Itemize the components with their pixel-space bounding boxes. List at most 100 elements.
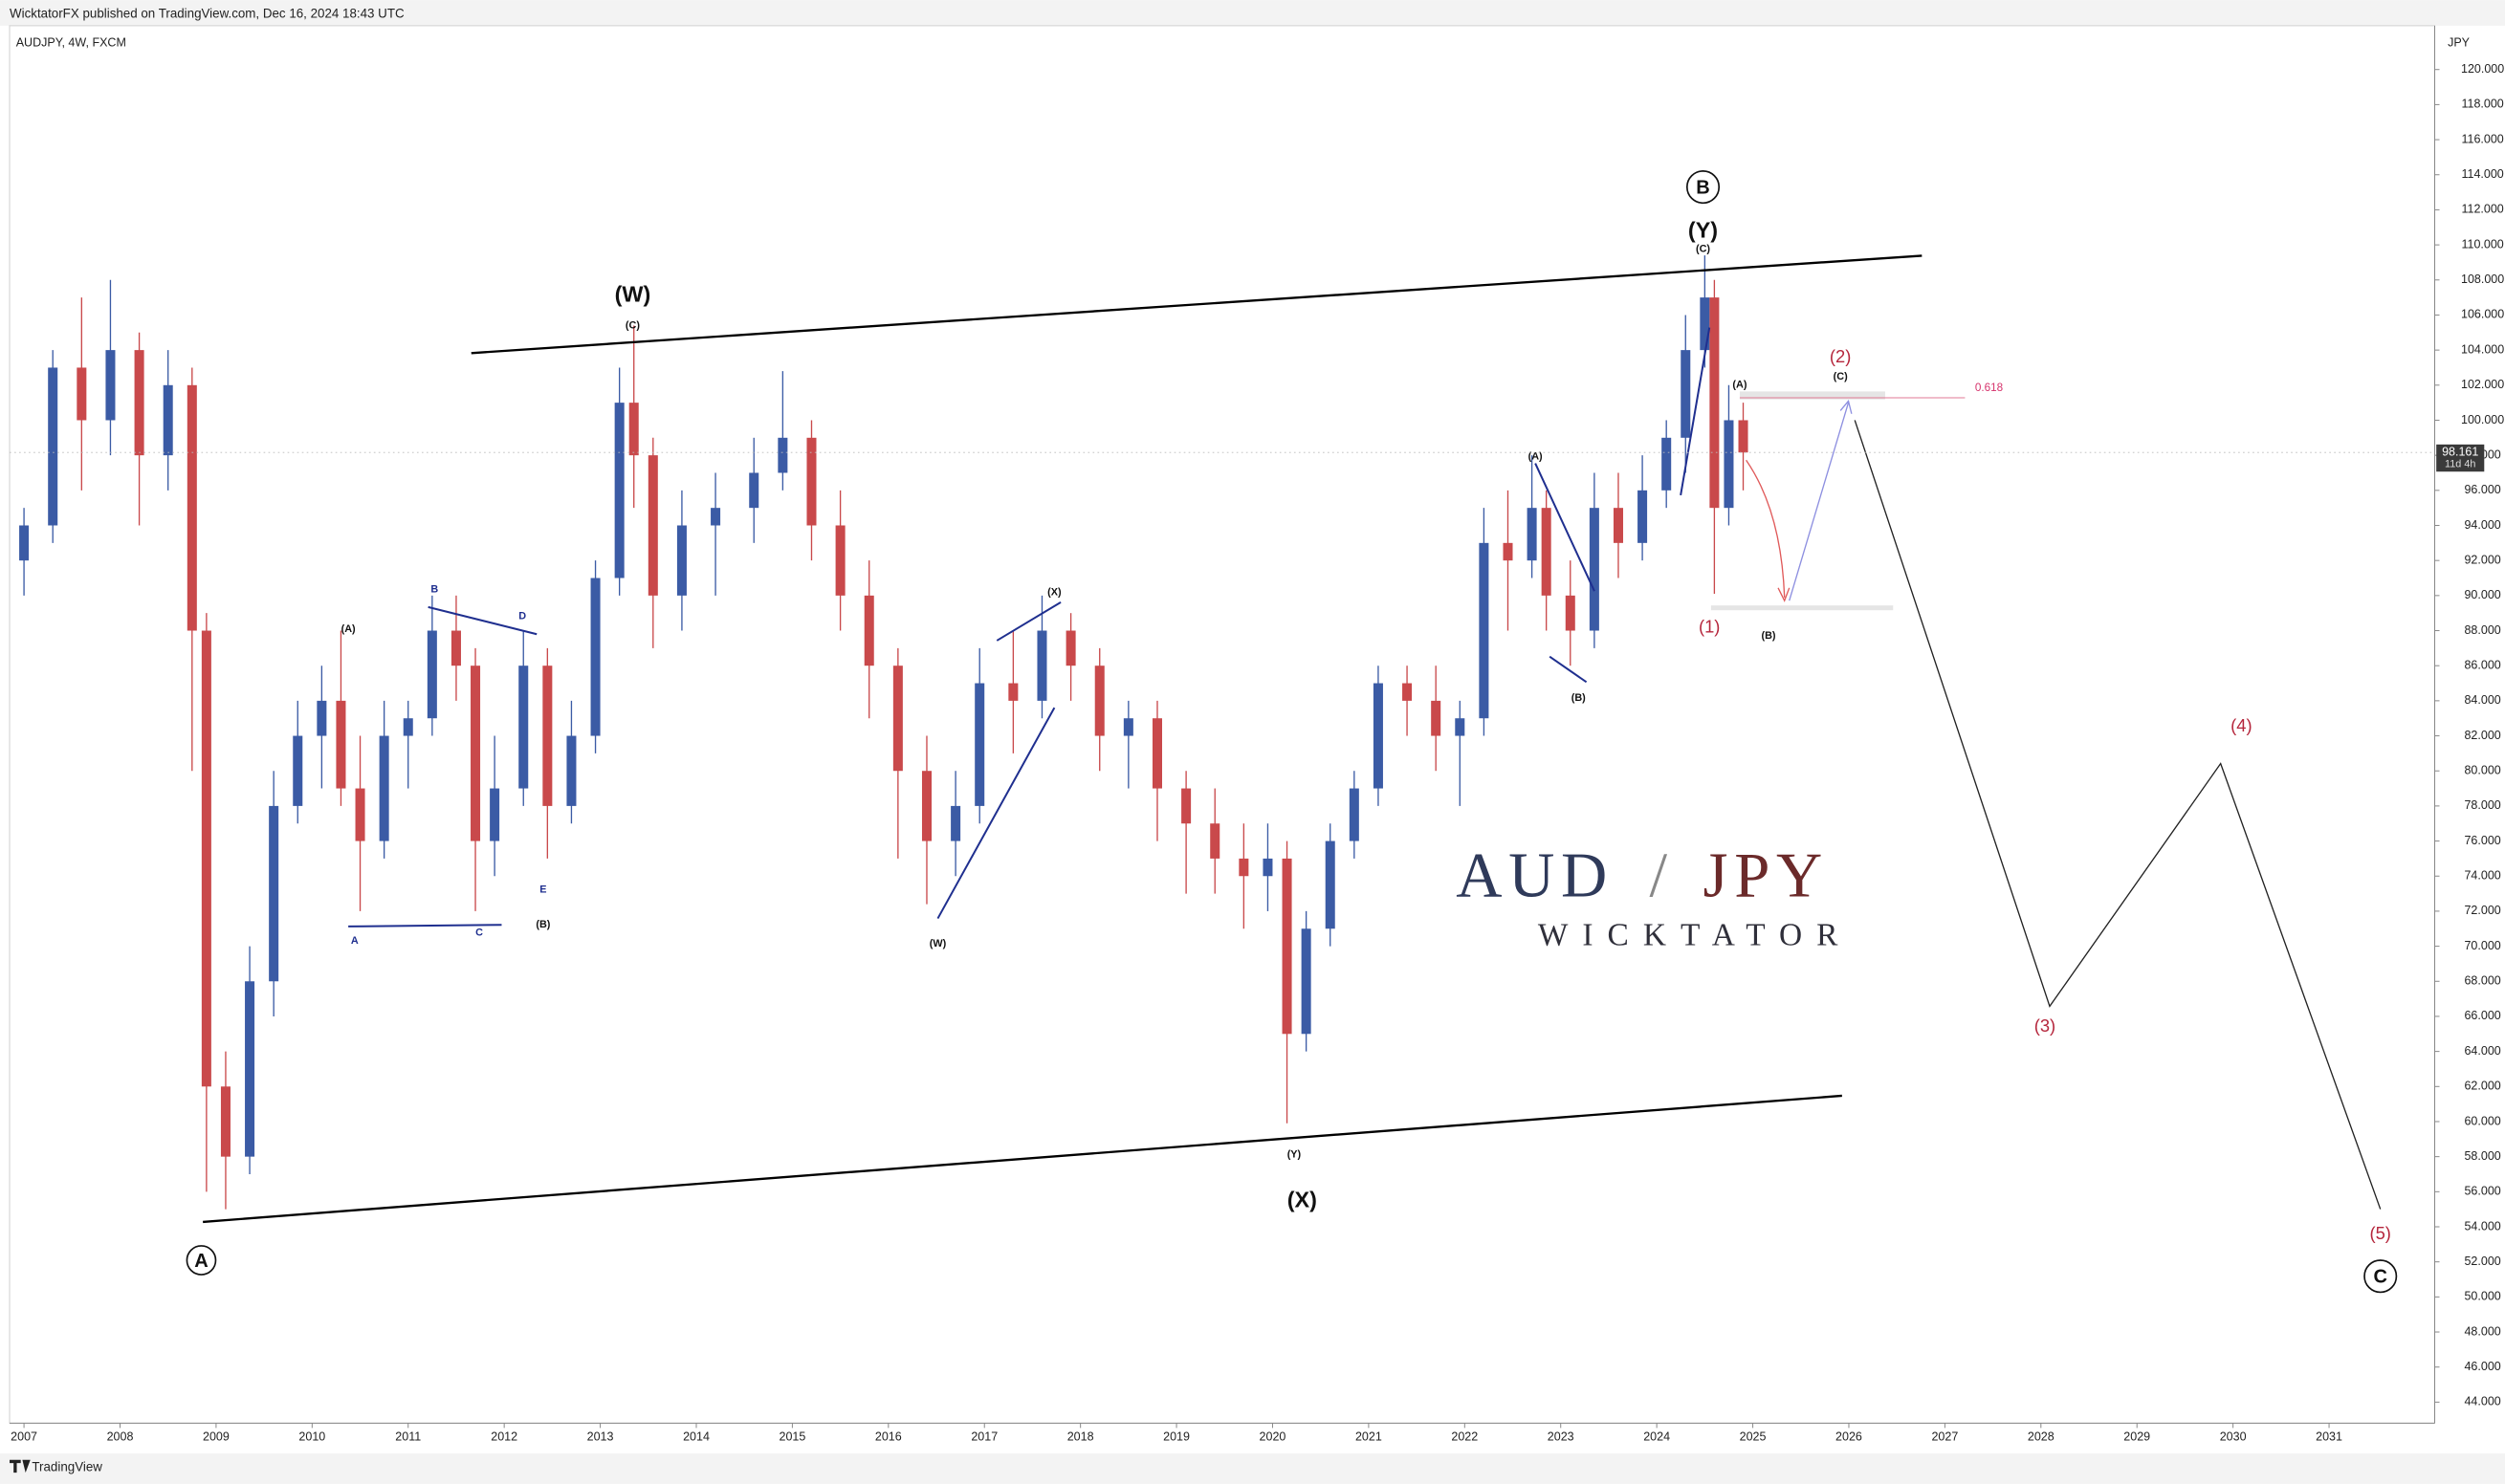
y-tick-label: 118.000 — [2461, 98, 2503, 111]
x-tick-label: 2026 — [1835, 1430, 1862, 1444]
candle-body — [1700, 297, 1710, 351]
x-tick-label: 2008 — [107, 1430, 134, 1444]
candles — [19, 255, 1748, 1210]
header-bar — [0, 0, 2505, 26]
wave-label: (A) — [1732, 380, 1747, 391]
candle-body — [1681, 350, 1691, 438]
x-tick-label: 2031 — [2316, 1430, 2342, 1444]
arrow-down — [1746, 459, 1786, 598]
watermark-left: AUD — [1456, 840, 1614, 910]
candle-body — [1066, 630, 1076, 666]
y-tick-label: 70.000 — [2464, 939, 2500, 952]
x-tick-label: 2019 — [1163, 1430, 1190, 1444]
wave-label: (Y) — [1287, 1149, 1302, 1161]
candle-body — [1589, 508, 1599, 631]
trend-line — [936, 707, 1056, 920]
tv-logo — [10, 1459, 31, 1473]
candle-body — [614, 403, 625, 578]
candle-body — [1282, 858, 1292, 1035]
y-tick-label: 78.000 — [2464, 798, 2500, 812]
trend-line — [1680, 327, 1711, 496]
candle-body — [648, 455, 658, 596]
y-tick-label: 50.000 — [2464, 1290, 2500, 1303]
x-tick-label: 2015 — [779, 1430, 805, 1444]
wave-label: (B) — [536, 919, 550, 930]
candle-body — [355, 788, 365, 841]
candle-body — [749, 472, 759, 509]
y-tick-label: 64.000 — [2464, 1044, 2500, 1058]
candle-body — [1455, 718, 1465, 736]
wave-label: D — [518, 611, 526, 622]
candle-body — [187, 384, 197, 631]
candle-body — [1094, 666, 1105, 736]
y-tick-label: 90.000 — [2464, 588, 2500, 601]
candle-body — [1008, 683, 1019, 701]
trend-line — [348, 924, 502, 928]
y-tick-label: 94.000 — [2464, 518, 2500, 532]
y-tick-label: 58.000 — [2464, 1149, 2500, 1163]
footer: TradingView — [32, 1460, 102, 1474]
x-tick-label: 2030 — [2220, 1430, 2247, 1444]
x-tick-label: 2020 — [1260, 1430, 1286, 1444]
y-tick-label: 46.000 — [2464, 1360, 2500, 1373]
wave-label: (W) — [930, 938, 947, 949]
candle-body — [1152, 718, 1162, 789]
x-tick-label: 2011 — [395, 1430, 421, 1444]
candle-body — [1479, 542, 1489, 719]
wave-label: (B) — [1571, 692, 1586, 704]
candle-body — [778, 437, 788, 473]
x-tick-label: 2009 — [203, 1430, 230, 1444]
candle-body — [1373, 683, 1383, 789]
candle-body — [336, 700, 346, 789]
candle-body — [1613, 508, 1623, 543]
y-tick-label: 62.000 — [2464, 1080, 2500, 1093]
candle-body — [951, 805, 961, 841]
candle-body — [628, 403, 639, 456]
circle — [1685, 170, 1721, 205]
candle-body — [19, 525, 30, 561]
candle-body — [1349, 788, 1359, 841]
wave-label: (1) — [1699, 616, 1720, 636]
fib-label: 0.618 — [1975, 382, 2003, 394]
y-tick-label: 72.000 — [2464, 904, 2500, 917]
wave-label: C — [2373, 1267, 2386, 1288]
candle-body — [220, 1086, 231, 1157]
candle-body — [1239, 858, 1249, 877]
watermark-brand: WICKTATOR — [1538, 917, 1853, 952]
arrow-up — [1789, 402, 1850, 601]
candle-body — [1402, 683, 1413, 701]
y-tick-label: 106.000 — [2461, 308, 2504, 321]
x-tick-label: 2014 — [683, 1430, 710, 1444]
y-tick-label: 96.000 — [2464, 483, 2500, 496]
wave-label: (2) — [1830, 346, 1851, 366]
wave-label: (X) — [1047, 587, 1062, 599]
support-zone — [1710, 605, 1894, 611]
wave-label: C — [475, 927, 483, 938]
candle-body — [1181, 788, 1192, 824]
y-tick-label: 108.000 — [2461, 273, 2504, 286]
y-tick-label: 110.000 — [2461, 237, 2503, 251]
candle-body — [48, 367, 58, 526]
candle-body — [835, 525, 846, 596]
x-tick-label: 2029 — [2123, 1430, 2150, 1444]
candle-body — [293, 735, 303, 806]
current-price: 98.161 — [2442, 446, 2478, 459]
candle-body — [542, 666, 553, 806]
y-tick-label: 48.000 — [2464, 1324, 2500, 1338]
candle-body — [1210, 823, 1220, 859]
wave-label: (A) — [1528, 451, 1543, 463]
candle-body — [201, 630, 211, 1087]
wave-label: (C) — [626, 320, 640, 332]
y-tick-label: 84.000 — [2464, 693, 2500, 707]
candle-body — [892, 666, 903, 772]
wave-label: (5) — [2369, 1223, 2390, 1243]
x-tick-label: 2025 — [1740, 1430, 1767, 1444]
candle-body — [1541, 508, 1551, 596]
projection-path — [1854, 420, 2382, 1210]
trend-line — [428, 605, 538, 636]
y-tick-label: 112.000 — [2461, 203, 2503, 216]
candle-body — [566, 735, 577, 806]
y-tick-label: 66.000 — [2464, 1009, 2500, 1022]
candle-body — [1037, 630, 1047, 701]
candle-body — [1709, 297, 1720, 509]
